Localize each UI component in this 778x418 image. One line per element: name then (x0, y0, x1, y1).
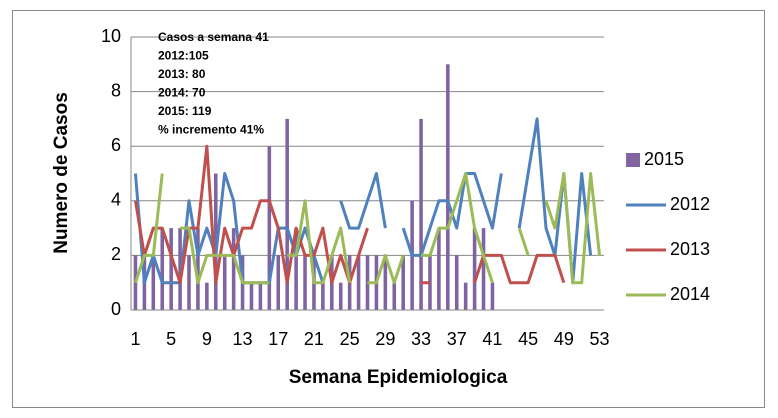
y-tick-label: 8 (111, 80, 121, 100)
y-tick-label: 4 (111, 190, 121, 210)
annotation: 2015: 119 (158, 104, 212, 118)
legend-label: 2015 (644, 149, 684, 169)
x-tick-label: 41 (482, 329, 502, 349)
bar (437, 228, 441, 310)
bar (428, 255, 432, 310)
bar (187, 255, 191, 310)
bar (196, 228, 200, 310)
bar (401, 255, 405, 310)
y-tick-label: 2 (111, 244, 121, 264)
y-tick-label: 0 (111, 299, 121, 319)
line-series (133, 117, 593, 285)
x-tick-label: 5 (166, 329, 176, 349)
bar (258, 282, 263, 310)
y-tick-label: 6 (111, 135, 121, 155)
bar (454, 255, 459, 310)
legend-label: 2013 (670, 239, 710, 259)
bar (321, 282, 325, 310)
x-tick-label: 9 (202, 329, 212, 349)
annotation: 2013: 80 (158, 67, 206, 81)
bar (338, 282, 343, 310)
line-series (134, 172, 602, 285)
x-tick-label: 17 (268, 329, 288, 349)
bar (383, 255, 388, 310)
x-tick-label: 13 (233, 329, 253, 349)
bar (294, 228, 298, 310)
bar (169, 228, 173, 310)
bar (472, 228, 477, 310)
x-tick-label: 29 (375, 329, 395, 349)
bar (419, 118, 423, 311)
x-tick-label: 49 (554, 329, 574, 349)
bar (392, 282, 397, 310)
bar (276, 255, 281, 310)
x-tick-label: 21 (304, 329, 324, 349)
bar (205, 282, 209, 310)
bar (222, 255, 227, 310)
legend-label: 2012 (670, 194, 710, 214)
x-tick-label: 25 (340, 329, 360, 349)
bar (303, 255, 307, 310)
legend-swatch (626, 153, 640, 167)
bar (151, 255, 156, 310)
y-tick-label: 10 (101, 26, 121, 46)
annotation: Casos a semana 41 (158, 30, 269, 44)
x-axis-title: Semana Epidemiologica (289, 367, 508, 388)
bar (160, 228, 165, 310)
bar (249, 282, 254, 310)
x-tick-label: 1 (130, 329, 140, 349)
bar (490, 282, 495, 310)
annotation: 2014: 70 (158, 86, 206, 100)
x-tick-label: 37 (447, 329, 467, 349)
bar (481, 228, 486, 310)
x-tick-label: 45 (518, 329, 538, 349)
bar (285, 118, 289, 311)
bar (356, 255, 361, 310)
annotation: % incremento 41% (158, 123, 264, 137)
bar (446, 64, 450, 310)
legend-label: 2014 (670, 284, 710, 304)
bar (231, 228, 236, 310)
annotation: 2012:105 (158, 49, 209, 63)
x-tick-label: 33 (411, 329, 431, 349)
x-tick-label: 53 (590, 329, 610, 349)
bar (463, 282, 468, 310)
y-axis-title: Numero de Casos (51, 92, 72, 254)
bar (267, 146, 272, 310)
